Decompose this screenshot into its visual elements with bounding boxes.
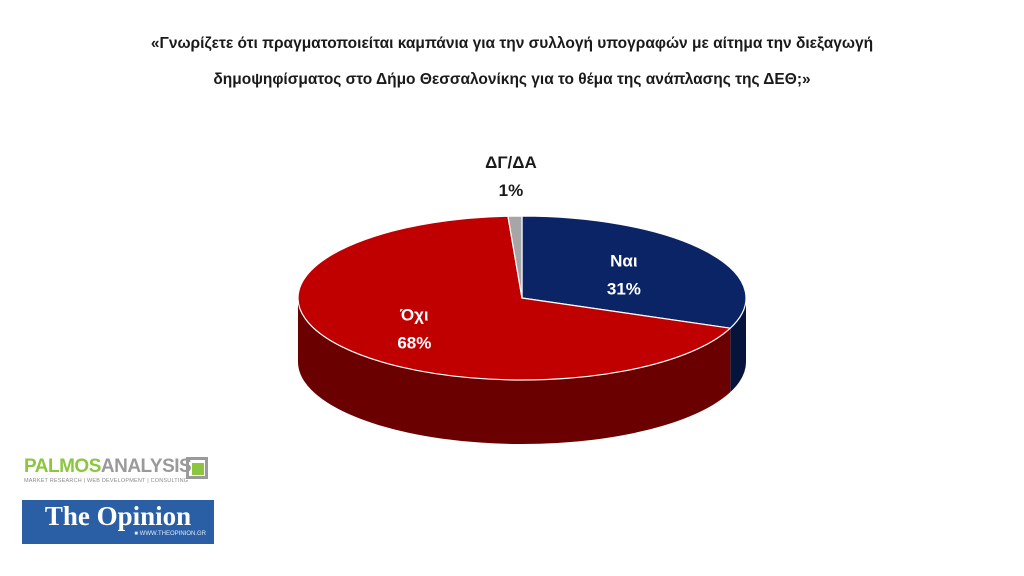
pie-side-όχι — [298, 298, 731, 445]
logo-square-icon — [186, 457, 208, 479]
palmos-analysis-logo: PALMOSANALYSIS MARKET RESEARCH | WEB DEV… — [22, 456, 214, 488]
pie-sides — [298, 298, 746, 445]
pie-slices — [297, 215, 747, 381]
slice-label-ναι: Ναι — [610, 252, 638, 271]
pie-slice-ναι — [521, 215, 747, 329]
slice-value-ναι: 31% — [607, 280, 641, 299]
pie-slice-όχι — [297, 215, 731, 381]
chart-title: «Γνωρίζετε ότι πραγματοποιείται καμπάνια… — [150, 35, 874, 88]
opinion-name: The Opinion — [44, 501, 192, 531]
logo-text-part1: PALMOS — [24, 456, 101, 477]
slice-value-όχι: 68% — [397, 334, 431, 353]
slice-label-όχι: Όχι — [399, 306, 429, 325]
pie-labels: Ναι 31% Όχι 68% ΔΓ/ΔΑ 1% — [397, 153, 641, 352]
pie-slice-δγ-δα — [507, 215, 523, 299]
slice-label-δγ-δα: ΔΓ/ΔΑ — [485, 153, 537, 172]
the-opinion-logo: The Opinion ■ WWW.THEOPINION.GR — [22, 500, 214, 544]
opinion-url: ■ WWW.THEOPINION.GR — [134, 531, 206, 537]
logo-tagline: MARKET RESEARCH | WEB DEVELOPMENT | CONS… — [24, 478, 189, 484]
logo-square-fill — [192, 463, 204, 475]
slice-value-δγ-δα: 1% — [499, 181, 524, 200]
logo-text-part2: ANALYSIS — [100, 456, 192, 477]
pie-side-ναι — [730, 298, 746, 393]
